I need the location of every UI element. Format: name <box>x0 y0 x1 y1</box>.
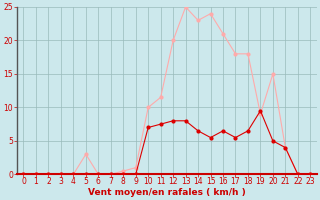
X-axis label: Vent moyen/en rafales ( km/h ): Vent moyen/en rafales ( km/h ) <box>88 188 246 197</box>
